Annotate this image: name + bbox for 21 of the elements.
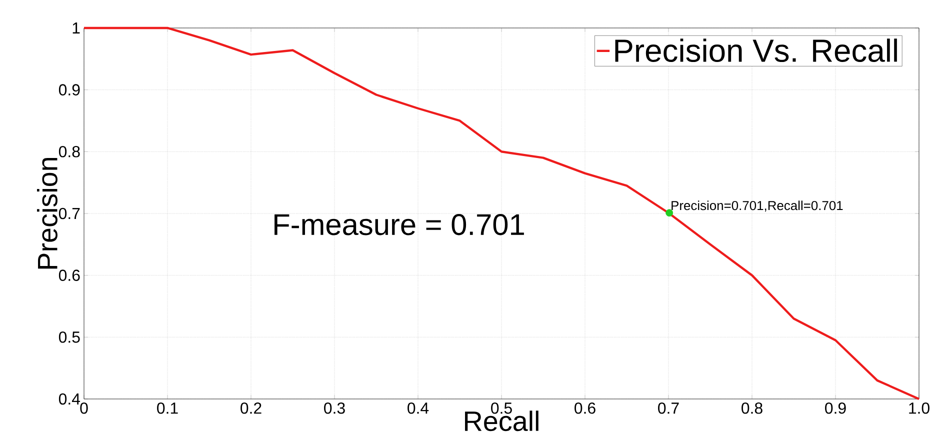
legend-label: Precision Vs. Recall [615, 38, 897, 62]
annotation: Precision=0.701,Recall=0.701 [672, 200, 843, 212]
annotation: F-measure = 0.701 [274, 214, 524, 236]
y-tick-label: 0.4 [58, 393, 80, 405]
x-tick-label: 0.6 [574, 402, 596, 414]
y-axis-title: Precision [37, 158, 58, 269]
x-tick-label: 0.9 [825, 402, 846, 414]
y-tick-label: 0.5 [58, 332, 80, 343]
x-tick-label: 0.8 [742, 402, 762, 414]
x-tick-label: 0.2 [240, 402, 262, 414]
x-tick-label: 0.3 [324, 402, 345, 414]
y-tick-label: 0.9 [58, 84, 80, 96]
x-tick-label: 1.0 [909, 402, 930, 414]
x-tick-label: 0.7 [658, 402, 679, 414]
y-tick-label: 0.8 [58, 146, 80, 158]
x-tick-label: 0.4 [408, 402, 429, 414]
x-tick-label: 0.1 [157, 402, 178, 414]
y-tick-label: 1 [72, 22, 80, 34]
y-tick-label: 0.6 [58, 270, 80, 281]
y-tick-label: 0.7 [58, 208, 80, 220]
x-tick-label: 0 [80, 402, 88, 414]
